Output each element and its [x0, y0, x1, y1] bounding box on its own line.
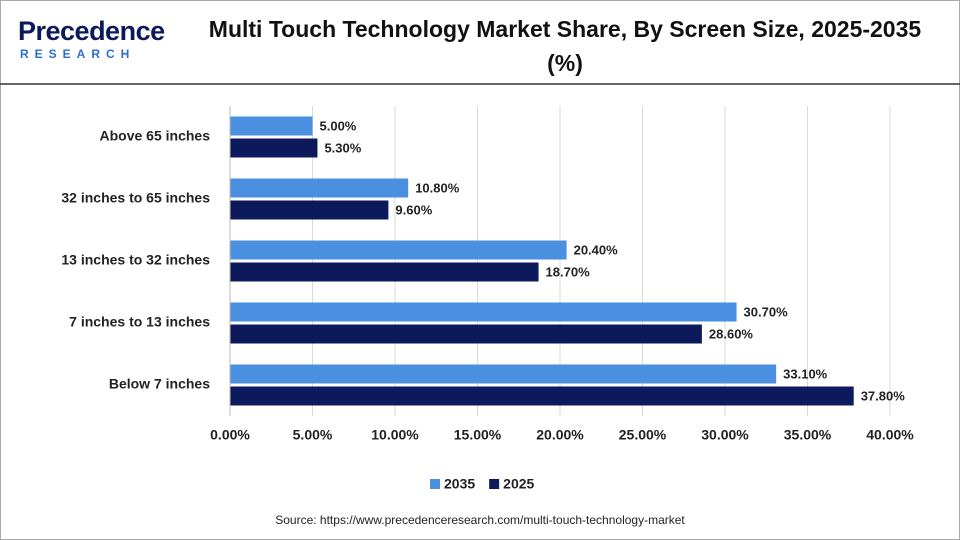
legend-label: 2035 — [444, 476, 475, 492]
y-tick-label: 13 inches to 32 inches — [61, 252, 210, 268]
value-label: 37.80% — [861, 388, 906, 403]
value-label: 30.70% — [744, 304, 789, 319]
y-tick-label: 7 inches to 13 inches — [69, 314, 210, 330]
bar — [230, 116, 313, 136]
x-tick-label: 5.00% — [293, 427, 333, 443]
value-label: 20.40% — [574, 242, 619, 257]
x-tick-label: 25.00% — [619, 427, 667, 443]
source: Source: https://www.precedenceresearch.c… — [275, 513, 685, 527]
legend-swatch — [489, 479, 500, 489]
value-label: 5.00% — [320, 118, 357, 133]
y-tick-label: Below 7 inches — [109, 376, 210, 392]
value-label: 5.30% — [324, 140, 361, 155]
y-tick-label: Above 65 inches — [100, 128, 211, 144]
bar — [230, 386, 854, 406]
legend-label: 2025 — [503, 476, 534, 492]
bar — [230, 200, 389, 220]
value-label: 28.60% — [709, 326, 754, 341]
x-tick-label: 30.00% — [701, 427, 749, 443]
bar — [230, 138, 318, 158]
x-tick-label: 20.00% — [536, 427, 584, 443]
bar — [230, 302, 737, 322]
logo-sub: RESEARCH — [20, 47, 136, 61]
x-tick-label: 10.00% — [371, 427, 419, 443]
y-tick-label: 32 inches to 65 inches — [61, 190, 210, 206]
x-tick-label: 40.00% — [866, 427, 914, 443]
value-label: 9.60% — [395, 202, 432, 217]
x-tick-label: 35.00% — [784, 427, 832, 443]
value-label: 18.70% — [546, 264, 591, 279]
value-label: 33.10% — [783, 366, 828, 381]
bar — [230, 324, 702, 344]
x-tick-label: 0.00% — [210, 427, 250, 443]
x-tick-label: 15.00% — [454, 427, 502, 443]
bar — [230, 240, 567, 260]
bar — [230, 262, 539, 282]
legend-swatch — [430, 479, 440, 489]
bar — [230, 178, 409, 198]
chart-title: Multi Touch Technology Market Share, By … — [208, 16, 922, 76]
value-label: 10.80% — [415, 180, 460, 195]
logo-name: Precedence — [18, 16, 165, 46]
bar — [230, 364, 777, 384]
